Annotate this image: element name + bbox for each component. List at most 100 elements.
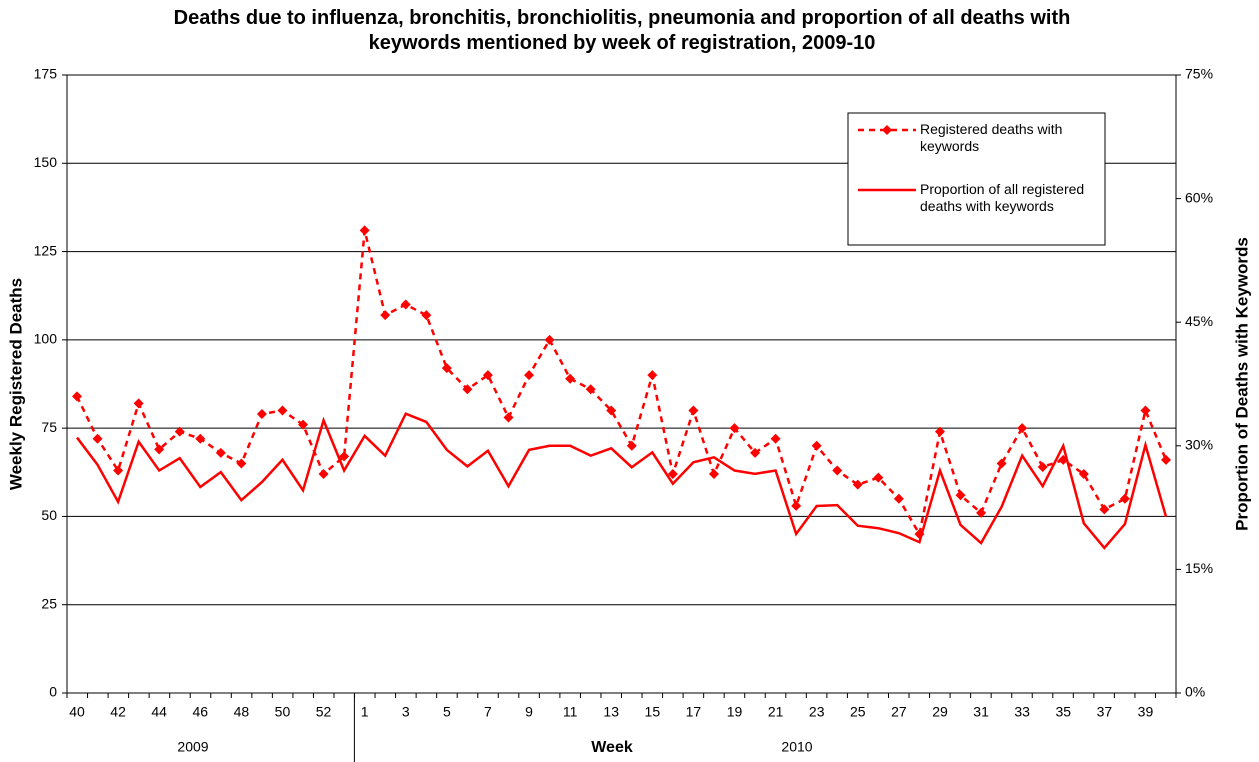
legend-box xyxy=(847,112,1106,246)
data-point xyxy=(1161,454,1171,465)
data-point xyxy=(318,469,329,480)
x-tick-label: 42 xyxy=(110,704,126,720)
data-point xyxy=(92,433,103,444)
x-tick-label: 31 xyxy=(973,704,989,720)
data-point xyxy=(1078,469,1089,480)
x-tick-label: 27 xyxy=(891,704,907,720)
data-point xyxy=(585,384,596,395)
legend-label: Proportion of all registered deaths with… xyxy=(920,181,1085,214)
x-tick-label: 5 xyxy=(443,704,451,720)
x-tick-label: 48 xyxy=(234,704,250,720)
data-point xyxy=(195,433,206,444)
x-tick-label: 15 xyxy=(645,704,661,720)
x-tick-label: 9 xyxy=(525,704,533,720)
y2-tick-label: 30% xyxy=(1185,437,1213,453)
data-point xyxy=(893,493,904,504)
x-tick-label: 37 xyxy=(1097,704,1113,720)
data-point xyxy=(606,405,617,416)
x-tick-label: 3 xyxy=(402,704,410,720)
y2-tick-label: 60% xyxy=(1185,189,1213,205)
y-tick-label: 125 xyxy=(34,242,58,258)
data-point xyxy=(647,370,658,381)
data-point xyxy=(359,225,370,236)
data-point xyxy=(811,440,822,451)
data-point xyxy=(832,465,843,476)
data-point xyxy=(524,370,535,381)
y-tick-label: 150 xyxy=(34,154,58,170)
data-point xyxy=(441,363,452,374)
data-point xyxy=(934,426,945,437)
data-point xyxy=(873,472,884,483)
x-tick-label: 13 xyxy=(603,704,619,720)
x-tick-label: 23 xyxy=(809,704,825,720)
series-line xyxy=(75,230,1168,538)
data-point xyxy=(236,458,247,469)
y2-tick-label: 45% xyxy=(1185,313,1213,329)
data-point xyxy=(729,423,740,434)
y2-tick-label: 0% xyxy=(1185,684,1205,700)
x-tick-label: 11 xyxy=(563,704,578,720)
x-tick-label: 39 xyxy=(1138,704,1154,720)
y-axis-label: Weekly Registered Deaths xyxy=(6,278,25,490)
data-point xyxy=(256,409,267,420)
data-point xyxy=(544,334,555,345)
data-point xyxy=(688,405,699,416)
y-tick-label: 175 xyxy=(34,66,58,82)
data-point xyxy=(1017,423,1028,434)
data-point xyxy=(380,310,391,321)
x-tick-label: 50 xyxy=(275,704,291,720)
y2-tick-label: 15% xyxy=(1185,560,1213,576)
x-tick-label: 40 xyxy=(69,704,85,720)
data-point xyxy=(976,507,987,518)
x-tick-label: 29 xyxy=(932,704,948,720)
data-point xyxy=(133,398,144,409)
y-tick-label: 100 xyxy=(34,331,58,347)
y-tick-label: 75 xyxy=(41,419,57,435)
data-point xyxy=(462,384,473,395)
data-point xyxy=(708,469,719,480)
legend-label: Registered deaths with keywords xyxy=(920,121,1063,154)
x-tick-label: 25 xyxy=(850,704,866,720)
data-point xyxy=(1140,405,1151,416)
data-point xyxy=(482,370,493,381)
data-point xyxy=(1037,461,1048,472)
x-tick-label: 35 xyxy=(1055,704,1071,720)
data-point xyxy=(174,426,185,437)
x-tick-label: 7 xyxy=(484,704,492,720)
series-line xyxy=(76,412,1168,550)
data-point xyxy=(400,299,411,310)
x-tick-label: 21 xyxy=(768,704,784,720)
x-group-label: 2010 xyxy=(781,739,812,755)
y2-axis-label: Proportion of Deaths with Keywords xyxy=(1232,237,1251,531)
data-point xyxy=(770,433,781,444)
data-point xyxy=(565,373,576,384)
data-point xyxy=(113,465,124,476)
x-tick-label: 1 xyxy=(361,704,369,720)
x-tick-label: 46 xyxy=(192,704,208,720)
data-point xyxy=(72,391,82,402)
data-point xyxy=(154,444,165,455)
data-point xyxy=(750,447,761,458)
data-point xyxy=(298,419,309,430)
data-point xyxy=(996,458,1007,469)
data-point xyxy=(626,440,637,451)
data-point xyxy=(1119,493,1130,504)
x-tick-label: 17 xyxy=(686,704,702,720)
y2-tick-label: 75% xyxy=(1185,66,1213,82)
data-point xyxy=(339,451,350,462)
data-point xyxy=(955,490,966,501)
x-tick-label: 52 xyxy=(316,704,332,720)
data-point xyxy=(277,405,288,416)
x-tick-label: 44 xyxy=(151,704,167,720)
chart-title: Deaths due to influenza, bronchitis, bro… xyxy=(173,7,1071,54)
x-group-label: 2009 xyxy=(177,739,208,755)
data-point xyxy=(503,412,514,423)
x-tick-label: 19 xyxy=(727,704,743,720)
x-axis-label: Week xyxy=(591,739,633,756)
data-point xyxy=(852,479,863,490)
data-point xyxy=(1099,504,1110,515)
y-tick-label: 25 xyxy=(41,595,57,611)
data-point xyxy=(791,500,802,511)
